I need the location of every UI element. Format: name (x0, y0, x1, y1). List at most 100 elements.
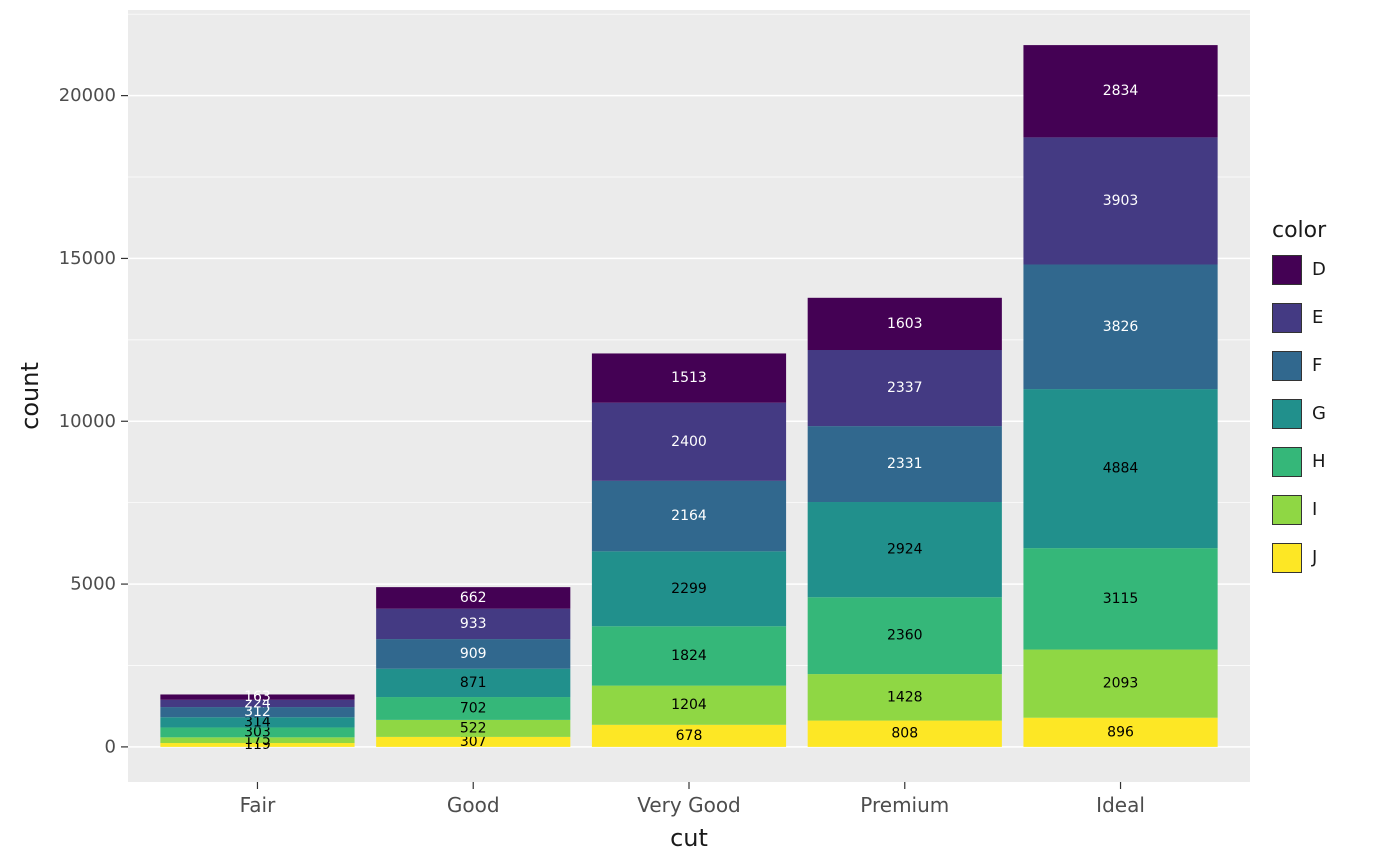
bar-segment-very-good-G (591, 551, 787, 627)
bar-segment-fair-E (160, 699, 355, 708)
x-tick-label: Ideal (1096, 793, 1145, 817)
y-tick-label: 10000 (59, 411, 116, 432)
segment-value-label: 933 (460, 616, 487, 632)
bar-segment-good-G (376, 668, 571, 698)
segment-value-label: 871 (460, 675, 487, 691)
segment-value-label: 1824 (671, 648, 707, 664)
segment-value-label: 1513 (671, 370, 707, 386)
bar-segment-premium-H (807, 597, 1002, 675)
y-tick-label: 15000 (59, 248, 116, 269)
bar-segment-premium-F (807, 426, 1002, 503)
bar-segment-premium-G (807, 502, 1002, 598)
segment-value-label: 1428 (887, 689, 923, 705)
bar-segment-ideal-J (1023, 717, 1218, 747)
x-axis-title: cut (670, 824, 708, 852)
legend-label: D (1312, 259, 1326, 280)
bar-segment-ideal-I (1023, 649, 1218, 718)
y-tick-label: 20000 (59, 85, 116, 106)
segment-value-label: 2360 (887, 628, 923, 644)
x-tick-label: Good (447, 793, 500, 817)
bar-segment-good-F (376, 639, 571, 669)
bar-segment-good-H (376, 697, 571, 720)
bar-segment-premium-E (807, 350, 1002, 427)
legend-label: J (1312, 547, 1318, 568)
bar-segment-good-E (376, 608, 571, 640)
bar-segment-very-good-D (591, 353, 787, 403)
legend-item-D: D (1272, 255, 1326, 285)
segment-value-label: 3115 (1103, 591, 1139, 607)
bar-segment-very-good-E (591, 402, 787, 481)
y-axis-title: count (16, 362, 44, 430)
legend: color D E F G H I J (1272, 218, 1326, 573)
y-tick-label: 0 (105, 736, 116, 757)
legend-label: H (1312, 451, 1326, 472)
segment-value-label: 2093 (1103, 676, 1139, 692)
segment-value-label: 2834 (1103, 83, 1139, 99)
legend-label: G (1312, 403, 1326, 424)
legend-key-swatch (1272, 447, 1302, 477)
legend-label: E (1312, 307, 1324, 328)
bar-segment-very-good-J (591, 724, 787, 747)
bar-segment-very-good-H (591, 626, 787, 686)
segment-value-label: 896 (1107, 724, 1134, 740)
bar-segment-fair-F (160, 707, 355, 718)
legend-key-swatch (1272, 255, 1302, 285)
legend-key-swatch (1272, 495, 1302, 525)
legend-item-J: J (1272, 543, 1326, 573)
bar-segment-ideal-H (1023, 548, 1218, 650)
bar-segment-good-D (376, 587, 571, 609)
segment-value-label: 3826 (1103, 319, 1139, 335)
legend-key-swatch (1272, 303, 1302, 333)
segment-value-label: 2400 (671, 434, 707, 450)
bar-segment-fair-G (160, 717, 355, 728)
segment-value-label: 303 (244, 724, 271, 740)
legend-title: color (1272, 218, 1327, 243)
segment-value-label: 2924 (887, 542, 923, 558)
segment-value-label: 702 (460, 700, 487, 716)
bar-segment-fair-I (160, 737, 355, 744)
bar-segment-premium-D (807, 297, 1002, 351)
bar-segment-good-J (376, 736, 571, 747)
x-tick-label: Premium (860, 793, 949, 817)
bar-segment-good-I (376, 719, 571, 737)
bar-segment-very-good-I (591, 685, 787, 725)
legend-item-H: H (1272, 447, 1326, 477)
segment-value-label: 4884 (1103, 461, 1139, 477)
segment-value-label: 314 (244, 714, 271, 730)
bar-segment-premium-J (807, 720, 1002, 747)
legend-key-swatch (1272, 399, 1302, 429)
bar-segment-very-good-F (591, 480, 787, 552)
segment-value-label: 522 (460, 720, 487, 736)
segment-value-label: 1204 (671, 697, 707, 713)
segment-value-label: 312 (244, 704, 271, 720)
bar-segment-premium-I (807, 674, 1002, 721)
segment-value-label: 662 (460, 590, 487, 606)
segment-value-label: 678 (676, 728, 703, 744)
segment-value-label: 2164 (671, 508, 707, 524)
segment-value-label: 307 (460, 734, 487, 750)
segment-value-label: 163 (244, 689, 271, 705)
x-tick-label: Fair (240, 793, 276, 817)
legend-item-G: G (1272, 399, 1326, 429)
legend-item-E: E (1272, 303, 1326, 333)
segment-value-label: 3903 (1103, 193, 1139, 209)
legend-label: I (1312, 499, 1318, 520)
bar-segment-fair-H (160, 727, 355, 738)
segment-value-label: 1603 (887, 316, 923, 332)
segment-value-label: 2299 (671, 581, 707, 597)
segment-value-label: 2331 (887, 456, 923, 472)
y-tick-label: 5000 (70, 574, 116, 595)
segment-value-label: 808 (891, 726, 918, 742)
legend-item-I: I (1272, 495, 1326, 525)
bar-segment-ideal-E (1023, 137, 1218, 265)
x-tick-label: Very Good (637, 793, 741, 817)
legend-key-swatch (1272, 543, 1302, 573)
bar-segment-ideal-D (1023, 45, 1218, 138)
legend-item-F: F (1272, 351, 1326, 381)
segment-value-label: 909 (460, 646, 487, 662)
bar-segment-ideal-F (1023, 264, 1218, 390)
legend-label: F (1312, 355, 1323, 376)
bar-segment-ideal-G (1023, 389, 1218, 549)
bar-segment-fair-D (160, 694, 355, 700)
